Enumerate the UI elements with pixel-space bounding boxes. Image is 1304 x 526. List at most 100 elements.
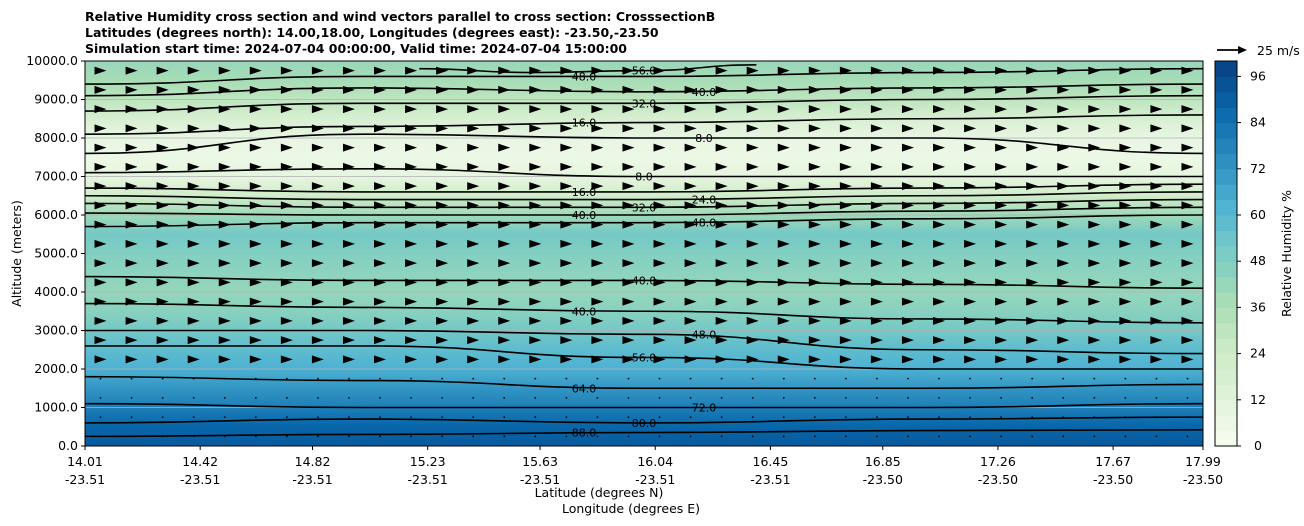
wind-vector [405,105,418,114]
wind-vector [374,355,387,364]
colorbar-band [1215,322,1237,339]
wind-vector [529,105,542,114]
wind-vector-calm [1124,435,1127,438]
colorbar-band [1215,199,1237,216]
wind-vector [498,316,511,325]
wind-vector [591,239,604,248]
wind-vector [653,143,666,152]
wind-vector [218,297,231,306]
x-tick-label-lat: 17.67 [1095,454,1131,469]
wind-vector-calm [472,416,475,419]
colorbar-band [1215,184,1237,201]
wind-vector-calm [969,435,971,438]
wind-vector-calm [254,416,257,419]
wind-vector [933,124,946,133]
wind-vector [777,239,790,248]
wind-vector [870,105,883,114]
wind-vector [498,182,511,191]
wind-vector [622,182,635,191]
wind-vector-calm [1031,435,1034,438]
wind-vector [125,259,138,268]
x-tick-label-lat: 16.45 [753,454,789,469]
wind-vector-calm [938,377,940,380]
wind-vector [342,143,355,152]
wind-vector-calm [596,396,599,399]
wind-vector [1057,336,1070,345]
chart-title-line-1: Relative Humidity cross section and wind… [85,9,716,24]
wind-vector [964,259,977,268]
wind-vector [839,143,852,152]
wind-vector [995,239,1008,248]
wind-vector [653,162,666,171]
wind-vector [529,336,542,345]
wind-vector [1150,143,1163,152]
wind-vector [405,336,418,345]
wind-vector [995,355,1008,364]
wind-vector [560,105,573,114]
wind-vector [1181,297,1194,306]
wind-vector [436,182,449,191]
wind-vector [839,220,852,229]
wind-vector [342,336,355,345]
colorbar-tick-label: 72 [1250,161,1266,176]
wind-vector [901,239,914,248]
wind-vector [1026,259,1039,268]
wind-vector-calm [751,396,754,399]
wind-vector [901,297,914,306]
wind-vector-calm [844,416,847,419]
wind-vector-calm [1000,377,1003,380]
wind-vector [405,259,418,268]
contour-line [84,375,1204,390]
wind-vectors [94,66,1194,438]
wind-vector [156,316,169,325]
wind-vector [808,105,821,114]
wind-vector-calm [317,435,319,438]
contour-line [84,302,1204,324]
wind-vector [405,297,418,306]
colorbar-band [1215,76,1237,93]
wind-vector-calm [938,396,940,399]
wind-vector [1150,105,1163,114]
wind-vector [746,182,759,191]
wind-vector [529,143,542,152]
wind-vector [1150,220,1163,229]
wind-vector [964,105,977,114]
wind-vector [653,105,666,114]
wind-vector [311,297,324,306]
wind-vector [1088,201,1101,210]
wind-vector-calm [751,416,754,419]
wind-vector [715,239,728,248]
wind-vector [280,259,293,268]
wind-vector [1181,336,1194,345]
wind-vector [1119,297,1132,306]
wind-vector [125,124,138,133]
wind-vector-calm [876,377,878,380]
quiver-key-arrowhead [1238,46,1247,54]
wind-vector-calm [348,435,350,438]
wind-vector [1181,124,1194,133]
wind-vector-calm [472,377,475,380]
wind-vector-calm [317,416,319,419]
wind-vector [467,162,480,171]
wind-vector-calm [130,396,133,399]
wind-vector [591,182,604,191]
wind-vector-calm [596,416,599,419]
wind-vector [1057,355,1070,364]
wind-vector [1150,239,1163,248]
wind-vector [498,124,511,133]
wind-vector [436,336,449,345]
wind-vector [715,182,728,191]
wind-vector [311,259,324,268]
wind-vector-calm [348,416,350,419]
wind-vector [715,105,728,114]
wind-vector [1119,143,1132,152]
x-tick-label-lon: -23.50 [863,472,903,487]
x-tick-label-lon: -23.51 [65,472,105,487]
wind-vector [560,182,573,191]
wind-vector [746,124,759,133]
wind-vector [1088,162,1101,171]
colorbar-frame [1214,60,1238,447]
wind-vector-calm [658,416,661,419]
wind-vector-calm [130,377,133,380]
wind-vector-calm [161,396,164,399]
